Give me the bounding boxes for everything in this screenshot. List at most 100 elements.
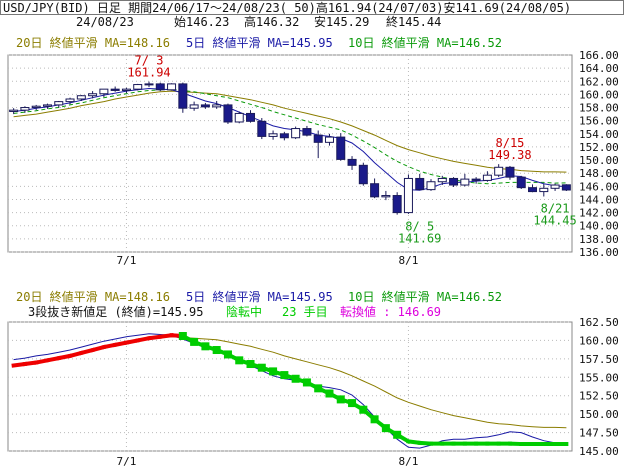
header-open: 始146.23 <box>174 15 230 29</box>
candle-up <box>20 107 30 111</box>
ma5-line <box>13 333 567 449</box>
break-status: 陰転中 <box>226 305 263 319</box>
three-line-break-panel: 162.50 160.00 157.50 155.00 152.50 150.00 147.… <box>7 316 619 468</box>
break-brick <box>190 337 199 346</box>
y-tick-label: 136.00 <box>579 246 619 259</box>
candle-down <box>347 158 357 166</box>
candle-down <box>358 164 368 185</box>
bottom-legend-ma20: 20日 終値平滑 MA=148.16 <box>16 290 170 304</box>
y-tick-label: 157.50 <box>579 353 619 366</box>
candle-down <box>471 178 481 181</box>
candle-up <box>99 88 109 95</box>
ma10-line <box>13 88 567 185</box>
break-brick <box>302 378 311 387</box>
candle-up <box>291 128 301 139</box>
y-tick-label: 147.50 <box>579 427 619 440</box>
y-tick-label: 138.00 <box>579 233 619 246</box>
y-tick-label: 142.00 <box>579 207 619 220</box>
header-summary: USD/JPY(BID) 日足 期間24/06/17～24/08/23( 50)… <box>0 0 624 15</box>
break-brick <box>178 332 187 341</box>
y-tick-label: 154.00 <box>579 128 619 141</box>
candle-down <box>336 136 346 160</box>
candle-up <box>437 177 447 183</box>
candle-up <box>539 187 549 193</box>
break-brick <box>291 374 300 383</box>
y-tick-label: 164.00 <box>579 62 619 75</box>
candle-down <box>392 195 402 214</box>
candle-up <box>167 83 177 91</box>
break-brick <box>314 384 323 393</box>
break-brick <box>280 371 289 380</box>
candle-down <box>246 112 256 122</box>
annotation-value: 149.38 <box>488 148 531 162</box>
candle-up <box>268 133 278 137</box>
y-tick-label: 162.00 <box>579 75 619 88</box>
candle-up <box>144 83 154 86</box>
y-tick-label: 155.00 <box>579 371 619 384</box>
candle-up <box>189 104 199 109</box>
top-legend-ma20: 20日 終値平滑 MA=148.16 <box>16 36 170 50</box>
annotation-date: 7/ 3 <box>135 54 164 68</box>
candle-down <box>200 104 210 108</box>
candle-down <box>415 177 425 191</box>
break-brick <box>359 405 368 414</box>
header-ohlc: 24/08/23 始146.23 高146.32 安145.29 終145.44 <box>0 15 624 30</box>
break-brick <box>393 430 402 439</box>
candle-up <box>65 98 75 103</box>
break-brick <box>370 415 379 424</box>
y-tick-label: 146.00 <box>579 180 619 193</box>
header-close: 終145.44 <box>386 15 442 29</box>
y-tick-label: 144.00 <box>579 193 619 206</box>
candle-up <box>460 178 470 186</box>
break-plot-area <box>7 321 573 452</box>
break-brick <box>246 360 255 369</box>
y-tick-label: 152.00 <box>579 141 619 154</box>
y-tick-label: 145.00 <box>579 445 619 458</box>
candle-up <box>88 93 98 97</box>
reversal-value: 転換値 : 146.69 <box>340 305 442 319</box>
top-legend-ma5: 5日 終値平滑 MA=145.95 <box>186 36 333 50</box>
y-tick-label: 162.50 <box>579 316 619 329</box>
break-brick <box>336 395 345 404</box>
x-tick-label: 7/1 <box>117 455 137 468</box>
y-tick-label: 158.00 <box>579 102 619 115</box>
y-tick-label: 148.00 <box>579 167 619 180</box>
candle-plot-area <box>7 54 573 253</box>
candle-up <box>426 181 436 191</box>
candle-down <box>279 133 289 139</box>
header-low: 安145.29 <box>314 15 370 29</box>
candle-down <box>302 128 312 136</box>
candle-down <box>449 177 459 186</box>
candle-up <box>494 166 504 176</box>
three-line-break-value: 3段抜き新値足 (終値)=145.95 <box>28 305 204 319</box>
y-tick-label: 166.00 <box>579 49 619 62</box>
candle-up <box>403 177 413 214</box>
candle-up <box>234 112 244 123</box>
candle-up <box>550 184 560 189</box>
x-tick-label: 8/1 <box>399 455 419 468</box>
candle-up <box>9 109 19 112</box>
candle-up <box>76 95 86 100</box>
break-count: 23 手目 <box>282 305 328 319</box>
header-high: 高146.32 <box>244 15 300 29</box>
candle-down <box>370 183 380 198</box>
candle-up <box>212 104 222 108</box>
y-tick-label: 150.00 <box>579 154 619 167</box>
ma5-line <box>13 87 567 191</box>
candle-up <box>54 101 64 106</box>
candle-down <box>155 83 165 91</box>
candle-down <box>313 134 323 143</box>
annotation-date: 8/15 <box>496 136 525 150</box>
y-tick-label: 156.00 <box>579 115 619 128</box>
x-tick-label: 7/1 <box>117 254 137 267</box>
y-tick-label: 160.00 <box>579 88 619 101</box>
bottom-legend-ma5: 5日 終値平滑 MA=145.95 <box>186 290 333 304</box>
header-summary-text: USD/JPY(BID) 日足 期間24/06/17～24/08/23( 50)… <box>3 1 572 15</box>
candle-up <box>324 136 334 143</box>
break-brick <box>381 424 390 433</box>
candle-down <box>516 176 526 189</box>
candle-down <box>223 104 233 123</box>
break-brick <box>269 367 278 376</box>
